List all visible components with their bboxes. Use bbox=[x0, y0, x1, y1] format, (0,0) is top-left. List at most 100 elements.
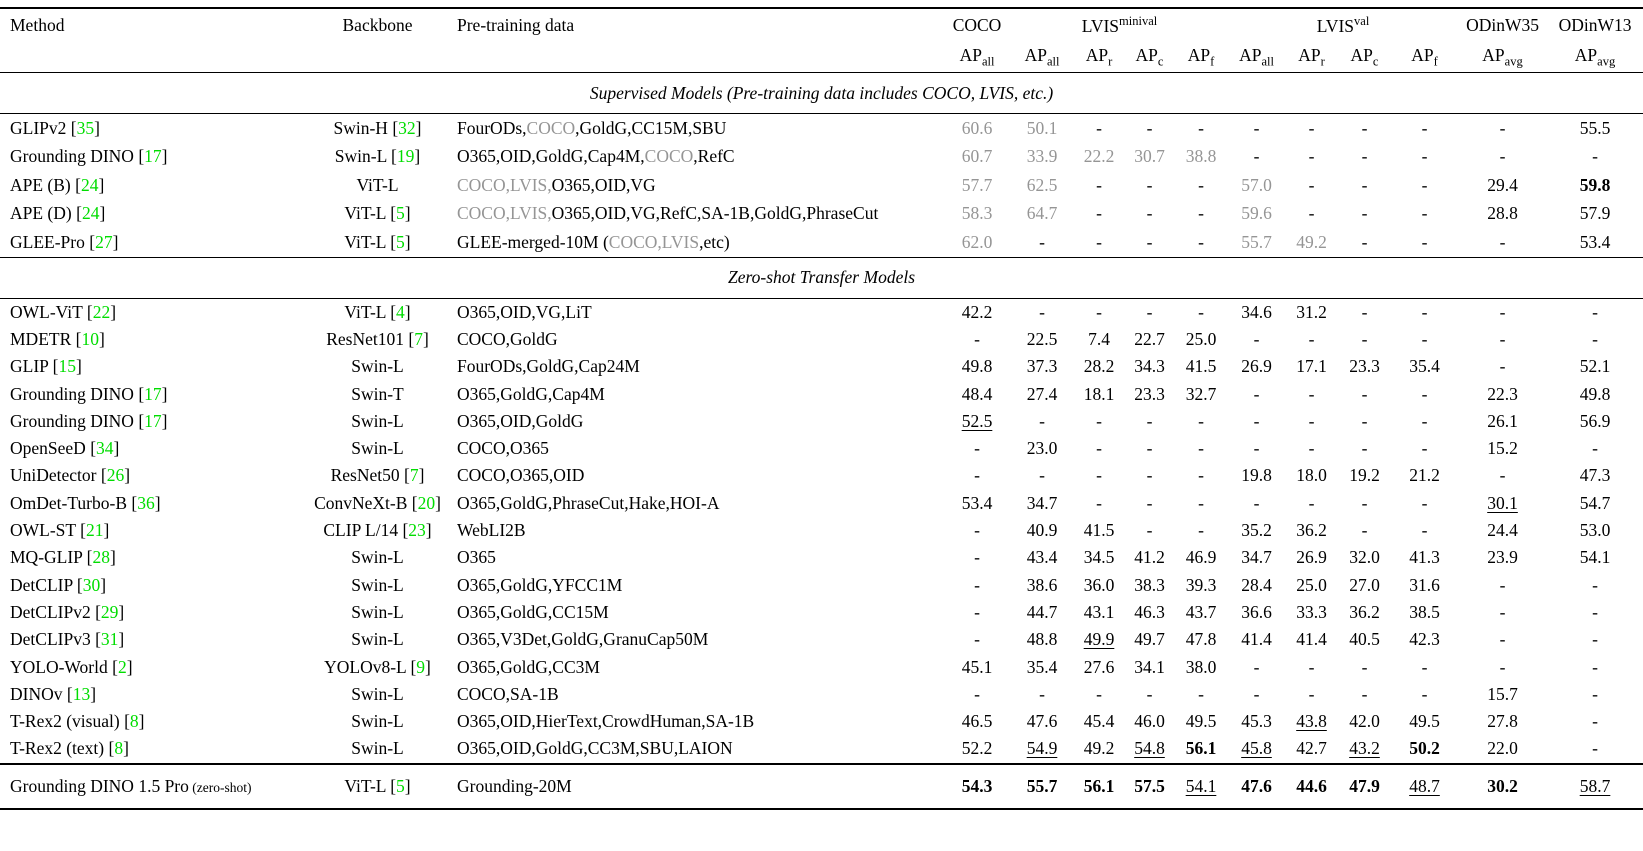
metric-value: 43.1 bbox=[1083, 601, 1115, 622]
metric-value: - bbox=[1096, 438, 1102, 459]
metric-value: - bbox=[1361, 683, 1368, 704]
metric-cell: 54.3 bbox=[943, 762, 1011, 809]
pretrain-cell: O365,GoldG,Cap4M bbox=[455, 380, 943, 407]
citation-ref: 19 bbox=[396, 146, 415, 167]
metric-cell: 49.8 bbox=[1547, 380, 1643, 407]
metric-value: - bbox=[1146, 465, 1153, 486]
metric-cell: 33.3 bbox=[1285, 599, 1338, 626]
metric-value: 7.4 bbox=[1088, 328, 1110, 349]
metric-value: 22.2 bbox=[1083, 146, 1115, 167]
metric-cell: 19.8 bbox=[1228, 462, 1285, 489]
metric-cell: - bbox=[1174, 435, 1228, 462]
metric-value: - bbox=[1198, 117, 1204, 138]
metric-cell: 34.5 bbox=[1073, 544, 1125, 571]
metric-cell: - bbox=[1285, 408, 1338, 435]
metric-cell: - bbox=[1338, 143, 1391, 172]
metric-value: 22.7 bbox=[1134, 328, 1165, 349]
metric-cell: 45.8 bbox=[1228, 735, 1285, 765]
metric-value: - bbox=[1039, 231, 1045, 252]
metric-value: - bbox=[1592, 656, 1598, 677]
metric-cell: 46.0 bbox=[1125, 708, 1174, 735]
metric-cell: 23.3 bbox=[1125, 380, 1174, 407]
metric-cell: 32.0 bbox=[1338, 544, 1391, 571]
metric-value: 41.4 bbox=[1296, 629, 1327, 650]
metric-cell: 34.7 bbox=[1011, 490, 1073, 517]
metric-cell: - bbox=[1391, 298, 1458, 326]
metric-value: 36.6 bbox=[1241, 601, 1272, 622]
metric-cell: 50.1 bbox=[1011, 114, 1073, 143]
metric-cell: - bbox=[1073, 200, 1125, 229]
col-group-lvis-minival: LVISminival bbox=[1081, 14, 1158, 36]
pretrain-segment: COCO bbox=[526, 117, 576, 138]
metric-cell: - bbox=[1125, 298, 1174, 326]
metric-value: 22.5 bbox=[1026, 328, 1058, 349]
metric-value: 19.2 bbox=[1349, 465, 1380, 486]
metric-subscript: f bbox=[1433, 54, 1438, 69]
metric-value: - bbox=[1253, 117, 1260, 138]
metric-cell: 57.7 bbox=[943, 171, 1011, 200]
metric-value: - bbox=[1198, 231, 1204, 252]
metric-value: - bbox=[1198, 492, 1204, 513]
table-row: UniDetector [26] ResNet50 [7] COCO,O365,OI… bbox=[0, 462, 1643, 489]
metric-cell: - bbox=[1547, 143, 1643, 172]
metric-value: 43.8 bbox=[1296, 711, 1327, 732]
metric-cell: 53.0 bbox=[1547, 517, 1643, 544]
metric-cell: 45.3 bbox=[1228, 708, 1285, 735]
empty-cell bbox=[300, 42, 455, 73]
table-row: APE (D) [24] ViT-L [5] COCO,LVIS,O365,OID,… bbox=[0, 200, 1643, 229]
pretrain-cell: O365,GoldG,PhraseCut,Hake,HOI-A bbox=[455, 490, 943, 517]
pretrain-cell: O365,V3Det,GoldG,GranuCap50M bbox=[455, 626, 943, 653]
metric-value: - bbox=[1361, 146, 1368, 167]
metric-cell: - bbox=[1073, 490, 1125, 517]
metric-cell: - bbox=[1547, 326, 1643, 353]
metric-cell: 18.1 bbox=[1073, 380, 1125, 407]
metric-value: - bbox=[1253, 683, 1260, 704]
metric-cell: - bbox=[1338, 171, 1391, 200]
metric-value: - bbox=[1361, 203, 1368, 224]
metric-value: - bbox=[1039, 683, 1045, 704]
method-cell: GLIPv2 [35] bbox=[10, 117, 100, 138]
citation-ref: 24 bbox=[81, 203, 100, 224]
metric-value: 15.2 bbox=[1487, 438, 1518, 459]
pretrain-segment: O365,GoldG,YFCC1M bbox=[457, 574, 623, 595]
metric-value: 26.9 bbox=[1241, 356, 1272, 377]
pretrain-segment: ,etc) bbox=[699, 231, 730, 252]
col-header-ap-avg: APavg bbox=[1458, 42, 1548, 73]
metric-value: - bbox=[1096, 117, 1102, 138]
metric-value: 53.4 bbox=[1579, 231, 1611, 252]
metric-cell: - bbox=[1073, 298, 1125, 326]
metric-value: - bbox=[1253, 383, 1260, 404]
metric-value: 23.0 bbox=[1026, 438, 1058, 459]
metric-value: - bbox=[1361, 301, 1368, 322]
metric-value: - bbox=[1421, 117, 1428, 138]
metric-value: 40.5 bbox=[1349, 629, 1380, 650]
metric-cell: 54.7 bbox=[1547, 490, 1643, 517]
metric-cell: 40.5 bbox=[1338, 626, 1391, 653]
metric-cell: 41.3 bbox=[1391, 544, 1458, 571]
metric-cell: - bbox=[943, 544, 1011, 571]
metric-value: 56.9 bbox=[1579, 410, 1611, 431]
table-row: APE (B) [24] ViT-L COCO,LVIS,O365,OID,VG 57… bbox=[0, 171, 1643, 200]
metric-cell: 30.2 bbox=[1458, 762, 1548, 809]
metric-value: 44.6 bbox=[1296, 775, 1327, 796]
metric-cell: - bbox=[1391, 681, 1458, 708]
pretrain-cell: COCO,O365,OID bbox=[455, 462, 943, 489]
metric-value: 57.5 bbox=[1134, 775, 1165, 796]
metric-cell: - bbox=[1547, 571, 1643, 598]
metric-value: - bbox=[974, 328, 980, 349]
metric-value: - bbox=[1421, 231, 1428, 252]
metric-value: 18.0 bbox=[1296, 465, 1327, 486]
metric-cell: - bbox=[1391, 490, 1458, 517]
metric-cell: - bbox=[1174, 681, 1228, 708]
metric-value: - bbox=[1592, 301, 1598, 322]
metric-cell: - bbox=[1285, 380, 1338, 407]
metric-cell: - bbox=[1285, 490, 1338, 517]
citation-ref: 10 bbox=[81, 328, 99, 349]
metric-value: - bbox=[974, 438, 980, 459]
col-header-ap-all: APall bbox=[943, 42, 1011, 73]
pretrain-segment: Grounding-20M bbox=[457, 775, 572, 796]
pretrain-cell: COCO,O365 bbox=[455, 435, 943, 462]
metric-cell: - bbox=[943, 326, 1011, 353]
metric-value: 15.7 bbox=[1487, 683, 1518, 704]
metric-value: 26.1 bbox=[1487, 410, 1518, 431]
